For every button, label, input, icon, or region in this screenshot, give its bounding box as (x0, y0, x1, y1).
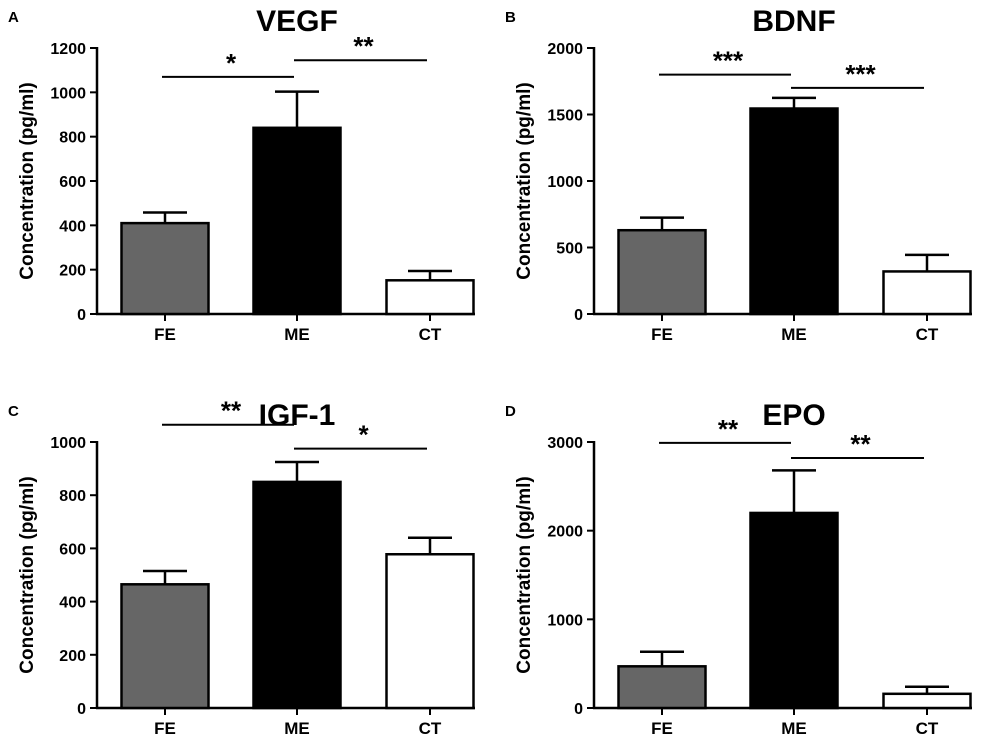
y-tick-label: 3000 (547, 435, 583, 452)
y-tick-label: 800 (59, 488, 86, 505)
significance-label: *** (845, 59, 876, 89)
y-tick-label: 2000 (547, 524, 583, 541)
y-tick-label: 1000 (547, 174, 583, 191)
panel-letter: B (505, 9, 516, 26)
y-axis-label: Concentration (pg/ml) (514, 476, 535, 673)
bar-me (252, 480, 342, 710)
bar-ct (882, 270, 972, 316)
significance-label: ** (353, 31, 374, 61)
bar-ct (385, 553, 475, 710)
panel-letter: C (8, 403, 19, 420)
y-tick-label: 2000 (547, 41, 583, 58)
y-tick-label: 400 (59, 595, 86, 612)
y-tick-label: 200 (59, 648, 86, 665)
bar-fe (120, 221, 210, 316)
bar-ct (385, 279, 475, 316)
y-tick-label: 1000 (50, 435, 86, 452)
y-axis-label: Concentration (pg/ml) (514, 82, 535, 279)
bar-me (252, 126, 342, 316)
x-tick-label: CT (916, 719, 939, 738)
x-tick-label: ME (781, 719, 807, 738)
significance-label: * (358, 420, 369, 450)
y-tick-label: 1000 (547, 612, 583, 629)
y-tick-label: 0 (77, 307, 86, 324)
bar-fe (120, 583, 210, 710)
y-tick-label: 1200 (50, 41, 86, 58)
x-tick-label: CT (419, 325, 442, 344)
panel-a: A VEGF Concentration (pg/ml) 0 200 400 600 800 1… (8, 5, 475, 344)
x-tick-label: CT (916, 325, 939, 344)
bar-ct (882, 692, 972, 710)
y-tick-label: 500 (556, 241, 583, 258)
chart-title: VEGF (256, 5, 338, 38)
x-tick-label: ME (781, 325, 807, 344)
bar-me (749, 107, 839, 316)
panel-b: B BDNF Concentration (pg/ml) 0 500 1000 1500 20… (505, 5, 972, 344)
y-tick-label: 0 (574, 307, 583, 324)
chart-title: BDNF (752, 5, 835, 38)
y-axis-label: Concentration (pg/ml) (17, 476, 38, 673)
x-tick-label: FE (651, 719, 673, 738)
panel-c: C IGF-1 Concentration (pg/ml) 0 200 400 600 800… (8, 396, 475, 738)
significance-label: ** (850, 429, 871, 459)
panel-d: D EPO Concentration (pg/ml) 0 1000 2000 3000 FE… (505, 399, 972, 738)
bar-fe (617, 228, 707, 316)
y-axis-label: Concentration (pg/ml) (17, 82, 38, 279)
y-tick-label: 800 (59, 130, 86, 147)
panel-letter: A (8, 9, 19, 26)
y-tick-label: 400 (59, 218, 86, 235)
y-tick-label: 600 (59, 174, 86, 191)
y-tick-label: 600 (59, 541, 86, 558)
significance-label: *** (713, 46, 744, 76)
bar-fe (617, 665, 707, 710)
x-tick-label: ME (284, 325, 310, 344)
chart-title: EPO (762, 399, 825, 432)
x-tick-label: FE (651, 325, 673, 344)
x-tick-label: CT (419, 719, 442, 738)
chart-title: IGF-1 (259, 399, 336, 432)
y-tick-label: 0 (574, 701, 583, 718)
x-tick-label: FE (154, 325, 176, 344)
y-tick-label: 200 (59, 263, 86, 280)
significance-label: * (226, 48, 237, 78)
y-tick-label: 0 (77, 701, 86, 718)
y-tick-label: 1000 (50, 85, 86, 102)
significance-label: ** (718, 414, 739, 444)
x-tick-label: FE (154, 719, 176, 738)
panel-letter: D (505, 403, 516, 420)
bar-me (749, 511, 839, 710)
significance-label: ** (221, 396, 242, 426)
x-tick-label: ME (284, 719, 310, 738)
y-tick-label: 1500 (547, 108, 583, 125)
